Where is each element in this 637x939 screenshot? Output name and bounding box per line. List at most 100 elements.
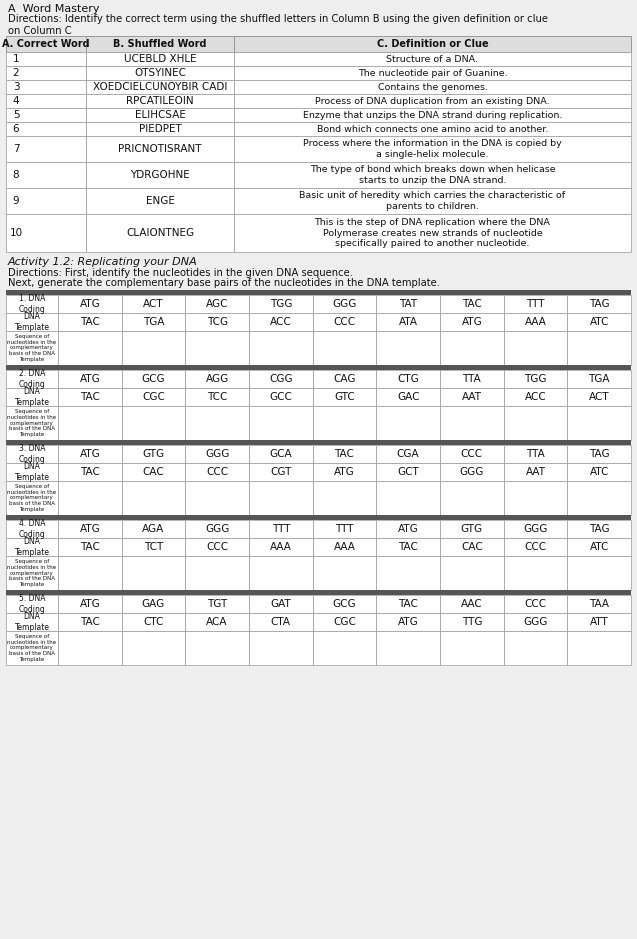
Text: GGG: GGG xyxy=(460,467,484,477)
Text: GCT: GCT xyxy=(397,467,419,477)
Bar xyxy=(504,406,568,440)
Text: AGA: AGA xyxy=(143,524,164,534)
Text: CCC: CCC xyxy=(206,542,228,552)
Bar xyxy=(440,388,504,406)
Bar xyxy=(6,108,86,122)
Bar xyxy=(440,520,504,538)
Text: GCA: GCA xyxy=(269,449,292,459)
Bar xyxy=(86,122,234,136)
Bar xyxy=(376,481,440,515)
Text: 1. DNA
Coding: 1. DNA Coding xyxy=(18,294,45,314)
Text: ATG: ATG xyxy=(80,599,100,609)
Bar xyxy=(185,406,249,440)
Bar xyxy=(504,370,568,388)
Bar xyxy=(234,80,631,94)
Text: Sequence of
nucleotides in the
complementary
basis of the DNA
Template: Sequence of nucleotides in the complemen… xyxy=(8,559,57,587)
Text: Sequence of
nucleotides in the
complementary
basis of the DNA
Template: Sequence of nucleotides in the complemen… xyxy=(8,484,57,512)
Bar xyxy=(568,538,631,556)
Text: 1: 1 xyxy=(13,54,19,64)
Bar xyxy=(249,538,313,556)
Text: Enzyme that unzips the DNA strand during replication.: Enzyme that unzips the DNA strand during… xyxy=(303,111,562,119)
Bar xyxy=(249,556,313,590)
Text: ATG: ATG xyxy=(80,299,100,309)
Text: 8: 8 xyxy=(13,170,19,180)
Bar xyxy=(86,136,234,162)
Bar xyxy=(185,520,249,538)
Bar xyxy=(504,556,568,590)
Bar xyxy=(6,295,58,313)
Text: DNA
Template: DNA Template xyxy=(15,462,50,482)
Bar xyxy=(86,108,234,122)
Text: XOEDCIELCUNOYBIR CADI: XOEDCIELCUNOYBIR CADI xyxy=(93,82,227,92)
Bar xyxy=(58,463,122,481)
Bar xyxy=(58,538,122,556)
Bar xyxy=(6,556,58,590)
Bar xyxy=(568,481,631,515)
Text: DNA
Template: DNA Template xyxy=(15,313,50,331)
Bar xyxy=(86,80,234,94)
Bar xyxy=(6,162,86,188)
Text: CGA: CGA xyxy=(397,449,420,459)
Bar xyxy=(185,388,249,406)
Bar xyxy=(504,331,568,365)
Bar xyxy=(6,331,58,365)
Bar xyxy=(234,66,631,80)
Text: OTSYINEC: OTSYINEC xyxy=(134,68,186,78)
Bar xyxy=(6,613,58,631)
Bar xyxy=(185,445,249,463)
Text: CCC: CCC xyxy=(333,317,355,327)
Bar xyxy=(185,481,249,515)
Bar xyxy=(122,313,185,331)
Text: TAC: TAC xyxy=(398,599,418,609)
Bar xyxy=(58,556,122,590)
Bar xyxy=(504,631,568,665)
Bar xyxy=(504,295,568,313)
Text: ATG: ATG xyxy=(334,467,355,477)
Bar xyxy=(58,388,122,406)
Text: 4. DNA
Coding: 4. DNA Coding xyxy=(18,519,45,539)
Bar xyxy=(6,515,631,520)
Bar xyxy=(122,595,185,613)
Bar xyxy=(504,595,568,613)
Bar xyxy=(86,52,234,66)
Bar xyxy=(249,631,313,665)
Bar xyxy=(185,331,249,365)
Bar xyxy=(440,481,504,515)
Text: ATG: ATG xyxy=(80,449,100,459)
Text: Process of DNA duplication from an existing DNA.: Process of DNA duplication from an exist… xyxy=(315,97,550,105)
Bar xyxy=(6,388,58,406)
Text: CGT: CGT xyxy=(270,467,292,477)
Bar xyxy=(568,406,631,440)
Bar xyxy=(122,445,185,463)
Bar xyxy=(249,445,313,463)
Text: CCC: CCC xyxy=(524,599,547,609)
Bar xyxy=(234,108,631,122)
Text: CLAIONTNEG: CLAIONTNEG xyxy=(126,228,194,238)
Text: ACC: ACC xyxy=(270,317,292,327)
Text: This is the step of DNA replication where the DNA
Polymerase creates new strands: This is the step of DNA replication wher… xyxy=(315,218,550,248)
Text: TTG: TTG xyxy=(462,617,482,627)
Bar xyxy=(440,331,504,365)
Bar xyxy=(185,538,249,556)
Text: GGG: GGG xyxy=(524,524,548,534)
Bar xyxy=(440,613,504,631)
Bar xyxy=(185,370,249,388)
Bar xyxy=(313,556,376,590)
Text: GGG: GGG xyxy=(205,524,229,534)
Text: A. Correct Word: A. Correct Word xyxy=(2,39,90,49)
Text: CTA: CTA xyxy=(271,617,291,627)
Text: TGG: TGG xyxy=(524,374,547,384)
Text: Structure of a DNA.: Structure of a DNA. xyxy=(387,54,478,64)
Text: AAA: AAA xyxy=(270,542,292,552)
Text: C. Definition or Clue: C. Definition or Clue xyxy=(376,39,489,49)
Text: TAC: TAC xyxy=(80,542,100,552)
Text: B. Shuffled Word: B. Shuffled Word xyxy=(113,39,207,49)
Text: ELIHCSAE: ELIHCSAE xyxy=(134,110,185,120)
Text: TAT: TAT xyxy=(399,299,417,309)
Text: TAC: TAC xyxy=(80,317,100,327)
Text: TAC: TAC xyxy=(80,617,100,627)
Bar xyxy=(122,388,185,406)
Bar xyxy=(440,295,504,313)
Bar xyxy=(376,538,440,556)
Text: YDRGOHNE: YDRGOHNE xyxy=(130,170,190,180)
